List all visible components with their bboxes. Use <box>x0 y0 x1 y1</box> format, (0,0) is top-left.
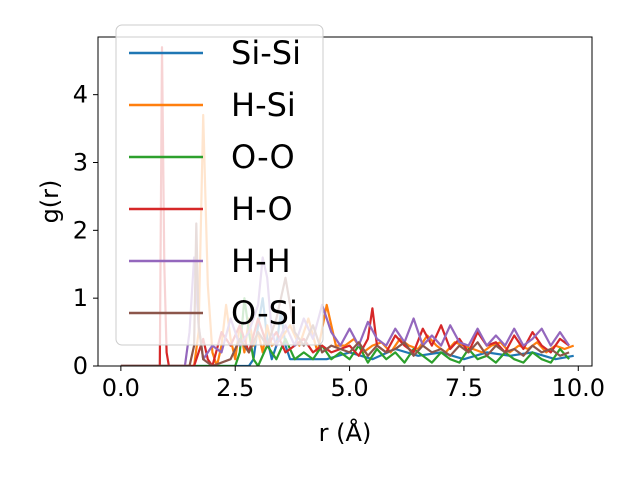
legend-label-h-o: H-O <box>231 190 293 228</box>
y-tick-label: 3 <box>73 148 88 176</box>
x-tick-label: 5.0 <box>330 374 368 402</box>
legend-label-h-h: H-H <box>231 242 291 280</box>
y-tick-label: 1 <box>73 284 88 312</box>
series-line-o-o <box>120 297 570 366</box>
legend-label-o-o: O-O <box>231 138 295 176</box>
x-tick-label: 0.0 <box>102 374 140 402</box>
y-axis-label: g(r) <box>36 180 64 224</box>
x-tick-label: 2.5 <box>216 374 254 402</box>
y-tick-label: 2 <box>73 216 88 244</box>
legend: Si-Si H-Si O-O H-O H-H O-Si <box>115 24 324 346</box>
y-tick-label: 4 <box>73 81 88 109</box>
x-tick-label: 7.5 <box>445 374 483 402</box>
legend-label-h-si: H-Si <box>231 86 296 124</box>
y-tick-label: 0 <box>73 352 88 380</box>
series-line-o-si <box>120 222 570 366</box>
x-tick-label: 10.0 <box>552 374 605 402</box>
legend-label-si-si: Si-Si <box>231 34 301 72</box>
axes-frame <box>97 36 593 367</box>
legend-label-o-si: O-Si <box>231 294 298 332</box>
x-axis-label: r (Å) <box>319 418 372 447</box>
y-ticks: 0 1 2 3 4 <box>73 81 98 380</box>
x-ticks: 0.0 2.5 5.0 7.5 10.0 <box>102 366 605 402</box>
